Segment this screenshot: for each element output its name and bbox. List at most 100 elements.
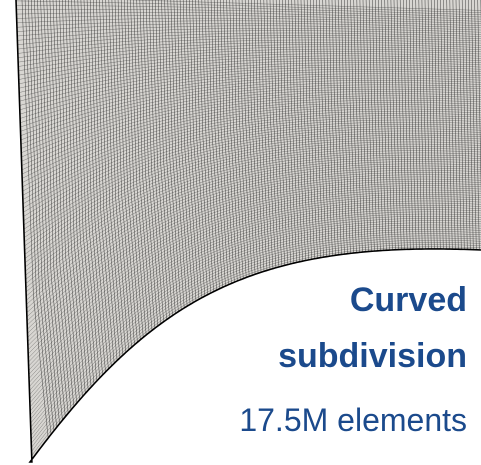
mesh-horizontal-line [16,239,481,462]
mesh-horizontal-line [16,183,481,349]
mesh-horizontal-line [16,51,481,85]
mesh-horizontal-line [16,71,481,125]
mesh-horizontal-line [16,0,481,11]
mesh-horizontal-line [16,106,481,195]
mesh-horizontal-line [16,148,481,279]
mesh-horizontal-line [16,207,481,398]
mesh-horizontal-line [16,222,481,429]
mesh-horizontal-line [16,111,481,204]
mesh-horizontal-line [16,28,481,41]
mesh-horizontal-line [16,165,481,314]
mesh-horizontal-line [16,159,481,301]
mesh-horizontal-line [16,152,481,288]
mesh-horizontal-line [16,218,481,420]
mesh-horizontal-line [16,215,481,415]
mesh-horizontal-line [16,244,481,462]
mesh-horizontal-line [16,135,481,253]
mesh-horizontal-line [16,69,481,120]
mesh-horizontal-line [16,139,481,261]
mesh-vertical-line [55,0,87,462]
mesh-horizontal-line [16,53,481,90]
mesh-horizontal-line [16,170,481,323]
mesh-horizontal-line [16,224,481,433]
mesh-horizontal-line [16,209,481,402]
mesh-horizontal-line [16,185,481,354]
mesh-horizontal-line [16,30,481,46]
mesh-horizontal-line [16,196,481,376]
mesh-horizontal-line [16,0,481,13]
mesh-horizontal-line [16,73,481,129]
mesh-horizontal-line [16,15,481,22]
mesh-horizontal-line [16,64,481,112]
mesh-horizontal-line [16,213,481,411]
mesh-horizontal-line [16,84,481,151]
mesh-vertical-line [37,0,68,462]
mesh-horizontal-line [16,237,481,459]
mesh-horizontal-line [16,75,481,134]
mesh-horizontal-line [16,80,481,143]
mesh-horizontal-line [16,226,481,437]
mesh-horizontal-line [16,246,481,462]
mesh-horizontal-line [16,117,481,217]
mesh-horizontal-line [16,124,481,231]
mesh-vertical-line [43,0,74,462]
mesh-horizontal-line [16,205,481,393]
mesh-horizontal-line [16,150,481,283]
mesh-horizontal-line [16,198,481,380]
mesh-horizontal-line [16,91,481,165]
mesh-horizontal-line [16,130,481,244]
mesh-horizontal-line [16,235,481,455]
mesh-horizontal-line [16,128,481,239]
mesh-horizontal-line [16,154,481,292]
mesh-horizontal-line [16,66,481,116]
mesh-horizontal-line [16,57,481,98]
mesh-horizontal-line [16,113,481,209]
mesh-horizontal-line [16,187,481,358]
mesh-horizontal-line [16,174,481,332]
mesh-horizontal-line [16,62,481,107]
mesh-horizontal-line [16,42,481,68]
mesh-horizontal-line [16,220,481,424]
mesh-horizontal-line [16,46,481,76]
mesh-horizontal-line [16,126,481,235]
mesh-horizontal-line [16,44,481,72]
mesh-horizontal-line [16,108,481,200]
mesh-horizontal-line [16,55,481,94]
mesh-horizontal-line [16,178,481,341]
mesh-horizontal-line [16,48,481,81]
mesh-vertical-line [49,0,80,462]
mesh-horizontal-line [16,191,481,367]
mesh-horizontal-line [16,157,481,297]
mesh-vertical-line [27,0,58,462]
mesh-horizontal-line [16,23,481,32]
mesh-horizontal-line [16,82,481,147]
mesh-horizontal-line [16,233,481,451]
mesh-horizontal-line [16,5,481,16]
mesh-horizontal-line [16,17,481,24]
mesh-vertical-line [31,0,61,462]
caption-title-line1: Curved [349,281,467,319]
mesh-horizontal-line [16,100,481,182]
caption-element-count: 17.5M elements [239,402,467,438]
mesh-horizontal-line [16,102,481,187]
mesh-horizontal-line [16,60,481,103]
mesh-horizontal-line [16,229,481,442]
mesh-horizontal-line [16,39,481,63]
mesh-horizontal-line [16,37,481,59]
mesh-boundary-curve [15,0,481,463]
mesh-horizontal-line [16,132,481,248]
mesh-horizontal-line [16,231,481,446]
mesh-horizontal-line [16,88,481,160]
mesh-horizontal-line [16,97,481,178]
mesh-horizontal-line [16,95,481,173]
mesh-horizontal-line [16,202,481,389]
mesh-vertical-line [477,0,481,462]
mesh-horizontal-line [16,163,481,310]
mesh-horizontal-line [16,143,481,270]
mesh-vertical-line [40,0,71,462]
mesh-horizontal-line [16,137,481,257]
mesh-horizontal-line [16,121,481,226]
mesh-horizontal-line [16,141,481,266]
mesh-horizontal-line [16,189,481,363]
mesh-horizontal-line [16,211,481,407]
